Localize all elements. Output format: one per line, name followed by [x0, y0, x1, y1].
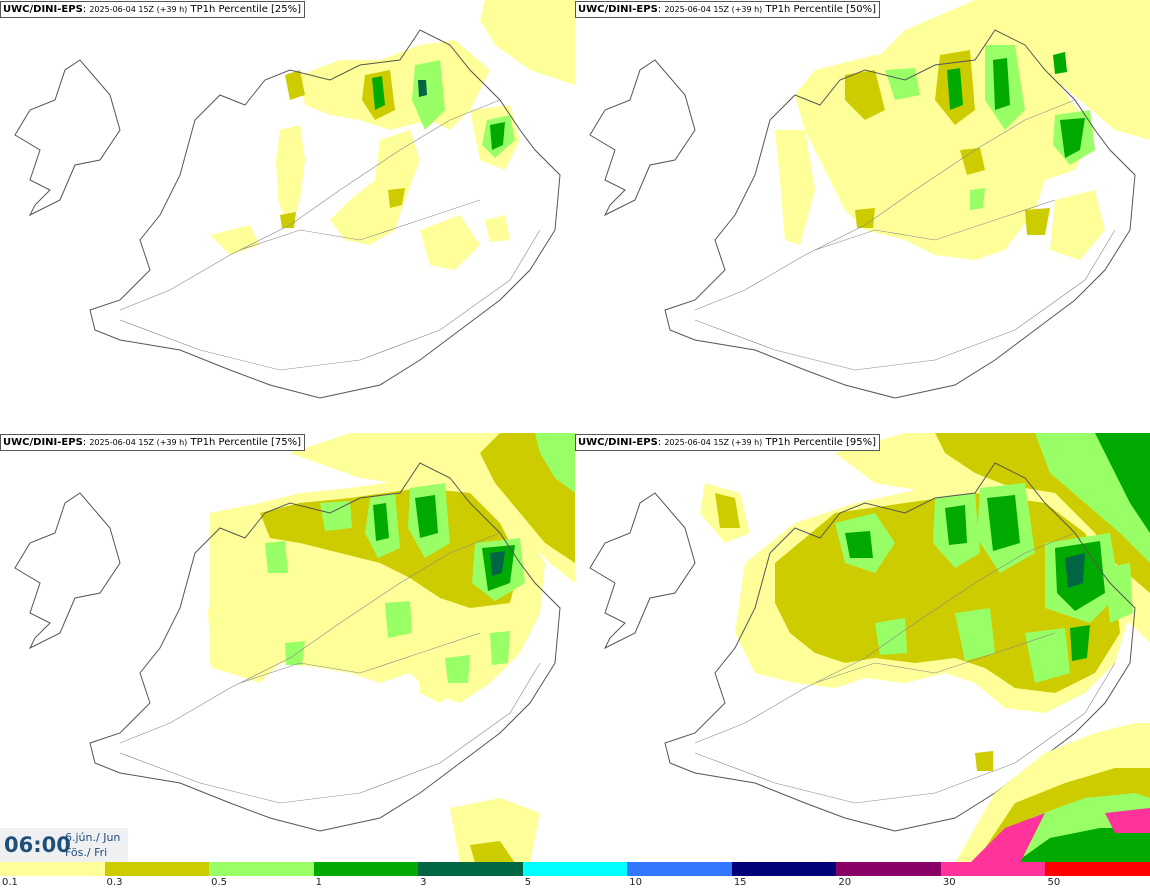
field-name: TP1h Percentile [25%] — [190, 4, 302, 15]
colorbar-segment — [731, 862, 837, 876]
run-time: 2025-06-04 15Z (+39 h) — [89, 438, 188, 447]
colorbar-segment — [522, 862, 628, 876]
colorbar-segment — [940, 862, 1046, 876]
colorbar-tick-label: 0.3 — [106, 877, 123, 888]
coastline — [589, 462, 1136, 832]
colorbar-tick-label: 20 — [838, 877, 852, 888]
colorbar-tick-label: 0.5 — [211, 877, 227, 888]
colorbar-tick-label: 0.1 — [2, 877, 18, 888]
colorbar-segment — [418, 862, 523, 876]
valid-hour: 06:00 — [4, 833, 71, 857]
roads — [119, 99, 541, 371]
valid-time-box: 06:00 6.jún./ Jun Fös./ Fri — [0, 828, 128, 862]
model-name: UWC/DINI-EPS — [578, 437, 658, 448]
colorbar-labels: 0.1 0.3 0.5 1 3 5 10 15 20 30 50 — [0, 877, 1150, 891]
precip-map — [14, 433, 575, 863]
panel-title: UWC/DINI-EPS: 2025-06-04 15Z (+39 h) TP1… — [575, 1, 881, 18]
coastline — [589, 29, 1136, 399]
coastline — [14, 29, 561, 399]
map-panel-p75: UWC/DINI-EPS: 2025-06-04 15Z (+39 h) TP1… — [0, 433, 575, 863]
roads — [694, 532, 1116, 804]
run-time: 2025-06-04 15Z (+39 h) — [664, 438, 763, 447]
colorbar-segment — [0, 862, 105, 876]
map-panel-p50: UWC/DINI-EPS: 2025-06-04 15Z (+39 h) TP1… — [575, 0, 1150, 430]
run-time: 2025-06-04 15Z (+39 h) — [89, 5, 188, 14]
colorbar-tick-label: 10 — [629, 877, 642, 888]
field-name: TP1h Percentile [95%] — [765, 437, 877, 448]
run-time: 2025-06-04 15Z (+39 h) — [664, 5, 763, 14]
field-name: TP1h Percentile [75%] — [190, 437, 302, 448]
precip-shading — [208, 433, 575, 703]
colorbar-segment — [313, 862, 419, 876]
colorbar-tick-label: 15 — [733, 877, 747, 888]
model-name: UWC/DINI-EPS — [3, 4, 83, 15]
precip-map — [589, 0, 1150, 399]
panel-title: UWC/DINI-EPS: 2025-06-04 15Z (+39 h) TP1… — [0, 1, 306, 18]
colorbar-segment — [1045, 862, 1150, 876]
precip-shading-offshore — [450, 798, 540, 863]
colorbar-tick-label: 30 — [942, 877, 956, 888]
valid-date: 6.jún./ Jun — [65, 831, 121, 844]
roads — [119, 532, 541, 804]
panel-title: UWC/DINI-EPS: 2025-06-04 15Z (+39 h) TP1… — [0, 434, 306, 451]
precip-shading-offshore — [955, 723, 1150, 863]
precip-shading — [210, 0, 575, 270]
colorbar-tick-label: 5 — [524, 877, 532, 888]
colorbar-segment — [627, 862, 732, 876]
colorbar-segment — [836, 862, 941, 876]
precip-map — [14, 0, 575, 399]
model-name: UWC/DINI-EPS — [578, 4, 658, 15]
roads — [694, 99, 1116, 371]
colorbar-segment — [209, 862, 314, 876]
colorbar-tick-label: 50 — [1047, 877, 1061, 888]
model-name: UWC/DINI-EPS — [3, 437, 83, 448]
colorbar-tick-label: 1 — [315, 877, 322, 888]
map-panel-p25: UWC/DINI-EPS: 2025-06-04 15Z (+39 h) TP1… — [0, 0, 575, 430]
map-panel-p95: UWC/DINI-EPS: 2025-06-04 15Z (+39 h) TP1… — [575, 433, 1150, 863]
field-name: TP1h Percentile [50%] — [765, 4, 877, 15]
valid-day: Fös./ Fri — [65, 846, 108, 859]
precip-shading — [700, 433, 1150, 713]
panel-title: UWC/DINI-EPS: 2025-06-04 15Z (+39 h) TP1… — [575, 434, 881, 451]
precip-shading — [775, 0, 1150, 260]
colorbar-segment — [104, 862, 210, 876]
colorbar-tick-label: 3 — [420, 877, 427, 888]
coastline — [14, 462, 561, 832]
colorbar — [0, 862, 1150, 876]
precip-map — [589, 433, 1150, 863]
